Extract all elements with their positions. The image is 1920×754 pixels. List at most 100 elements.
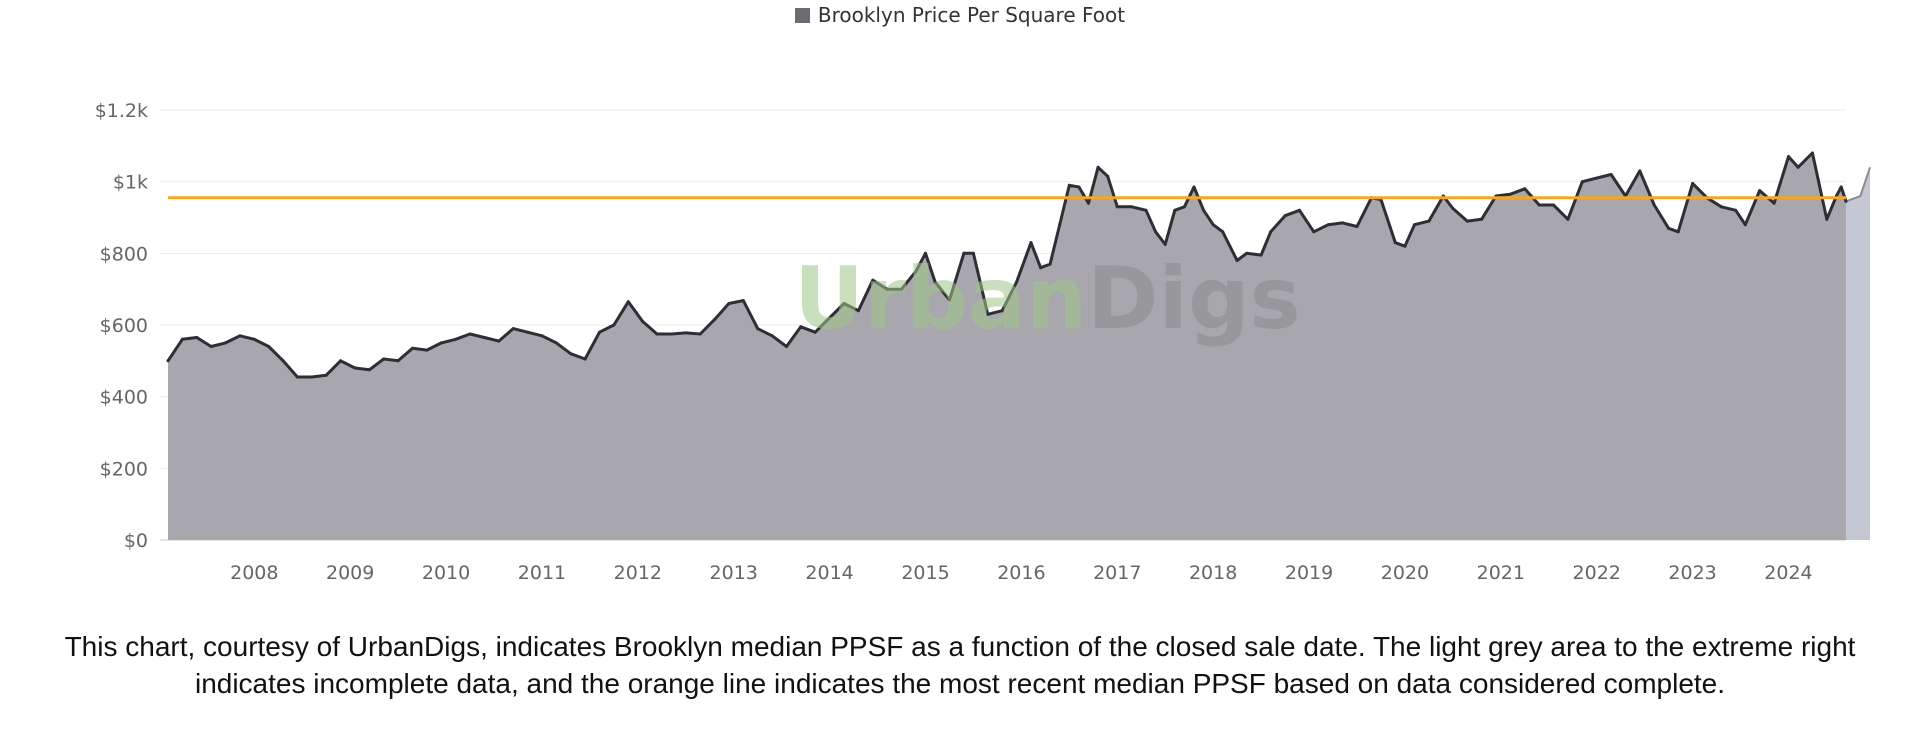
data-point (353, 366, 357, 370)
data-point (583, 357, 587, 361)
x-tick-label: 2011 (518, 562, 566, 584)
data-point (1523, 187, 1527, 191)
data-point (1609, 173, 1613, 176)
data-point (871, 278, 875, 282)
data-point (1259, 253, 1263, 257)
x-tick-label: 2008 (230, 562, 278, 584)
data-point (698, 332, 702, 336)
data-point (1839, 185, 1843, 189)
data-point (511, 327, 515, 331)
data-point (295, 375, 299, 379)
data-point (1106, 174, 1110, 178)
data-point (1000, 309, 1004, 313)
x-tick-label: 2015 (901, 562, 949, 584)
data-point (1077, 185, 1081, 189)
data-point (1312, 230, 1316, 234)
data-point (1154, 230, 1158, 234)
data-point (598, 330, 601, 334)
series-area-fill (168, 153, 1846, 540)
data-point (166, 359, 170, 363)
x-tick-label: 2021 (1477, 562, 1525, 584)
data-point (1221, 230, 1225, 234)
y-tick-label: $0 (124, 530, 148, 552)
price-per-square-foot-chart: $0 $200 $400 $600 $800 $1k $1.2k UrbanDigs 200… (95, 100, 1871, 584)
data-point (1566, 217, 1570, 221)
data-point (1283, 214, 1287, 218)
data-point (1810, 151, 1814, 155)
chart-caption: This chart, courtesy of UrbanDigs, indic… (64, 631, 1856, 699)
y-tick-label: $600 (100, 315, 148, 337)
data-point (1067, 183, 1071, 187)
data-point (655, 332, 659, 336)
data-point (1537, 203, 1541, 207)
data-point (1058, 223, 1062, 227)
data-point (1144, 208, 1148, 212)
data-point (252, 337, 256, 341)
data-point (799, 325, 803, 329)
data-point (1182, 205, 1186, 209)
series-area (166, 151, 1871, 541)
chart-legend[interactable]: Brooklyn Price Per Square Foot (0, 3, 1920, 27)
data-point (195, 336, 199, 339)
data-point (367, 368, 371, 372)
data-point (900, 287, 903, 291)
data-point (1015, 280, 1019, 284)
data-point (540, 334, 544, 338)
data-point (1341, 221, 1345, 225)
svg-text:UrbanDigs: UrbanDigs (794, 249, 1301, 349)
data-point (948, 298, 951, 302)
data-point (569, 352, 573, 356)
data-point (1235, 259, 1239, 262)
data-point (612, 323, 616, 327)
data-point (224, 341, 227, 345)
data-point (1039, 266, 1043, 270)
data-point (971, 251, 975, 255)
data-point (924, 251, 927, 255)
data-point (1691, 182, 1695, 185)
legend-label: Brooklyn Price Per Square Foot (817, 3, 1126, 27)
data-point (1202, 208, 1206, 212)
x-tick-label: 2014 (805, 562, 853, 584)
data-point (1096, 165, 1100, 169)
data-point (1048, 262, 1052, 266)
data-point (1130, 205, 1134, 209)
data-point (813, 330, 817, 334)
data-point (986, 312, 990, 316)
data-point (684, 331, 688, 335)
y-tick-label: $1.2k (95, 100, 148, 122)
data-point (727, 302, 731, 305)
data-point (1355, 225, 1359, 228)
watermark-part1: Urban (794, 249, 1087, 349)
data-point (713, 318, 716, 322)
data-point (1403, 244, 1407, 248)
y-tick-label: $200 (100, 458, 148, 480)
data-point (281, 359, 285, 363)
data-point (1298, 208, 1301, 212)
data-point (1269, 230, 1273, 234)
data-point (1734, 208, 1738, 212)
x-tick-label: 2022 (1573, 562, 1621, 584)
data-point (1480, 217, 1484, 221)
data-point (1758, 189, 1762, 193)
y-axis: $0 $200 $400 $600 $800 $1k $1.2k (95, 100, 148, 552)
watermark-part2: Digs (1087, 249, 1301, 349)
data-point (856, 309, 860, 313)
data-point (1772, 201, 1776, 205)
y-tick-label: $1k (113, 172, 148, 194)
x-tick-label: 2017 (1093, 562, 1141, 584)
x-tick-label: 2024 (1764, 562, 1812, 584)
incomplete-data-line (1845, 166, 1871, 203)
incomplete-data-area (1846, 167, 1870, 541)
x-tick-label: 2020 (1381, 562, 1429, 584)
data-point (1211, 223, 1215, 227)
data-point (209, 345, 213, 348)
data-point (626, 300, 630, 304)
data-point (425, 348, 429, 352)
data-point (1825, 217, 1829, 221)
y-tick-label: $400 (100, 387, 148, 409)
y-tick-label: $800 (100, 243, 148, 265)
data-point (1844, 199, 1848, 203)
data-point (1796, 165, 1800, 169)
data-point (1580, 180, 1584, 184)
data-point (267, 345, 271, 348)
